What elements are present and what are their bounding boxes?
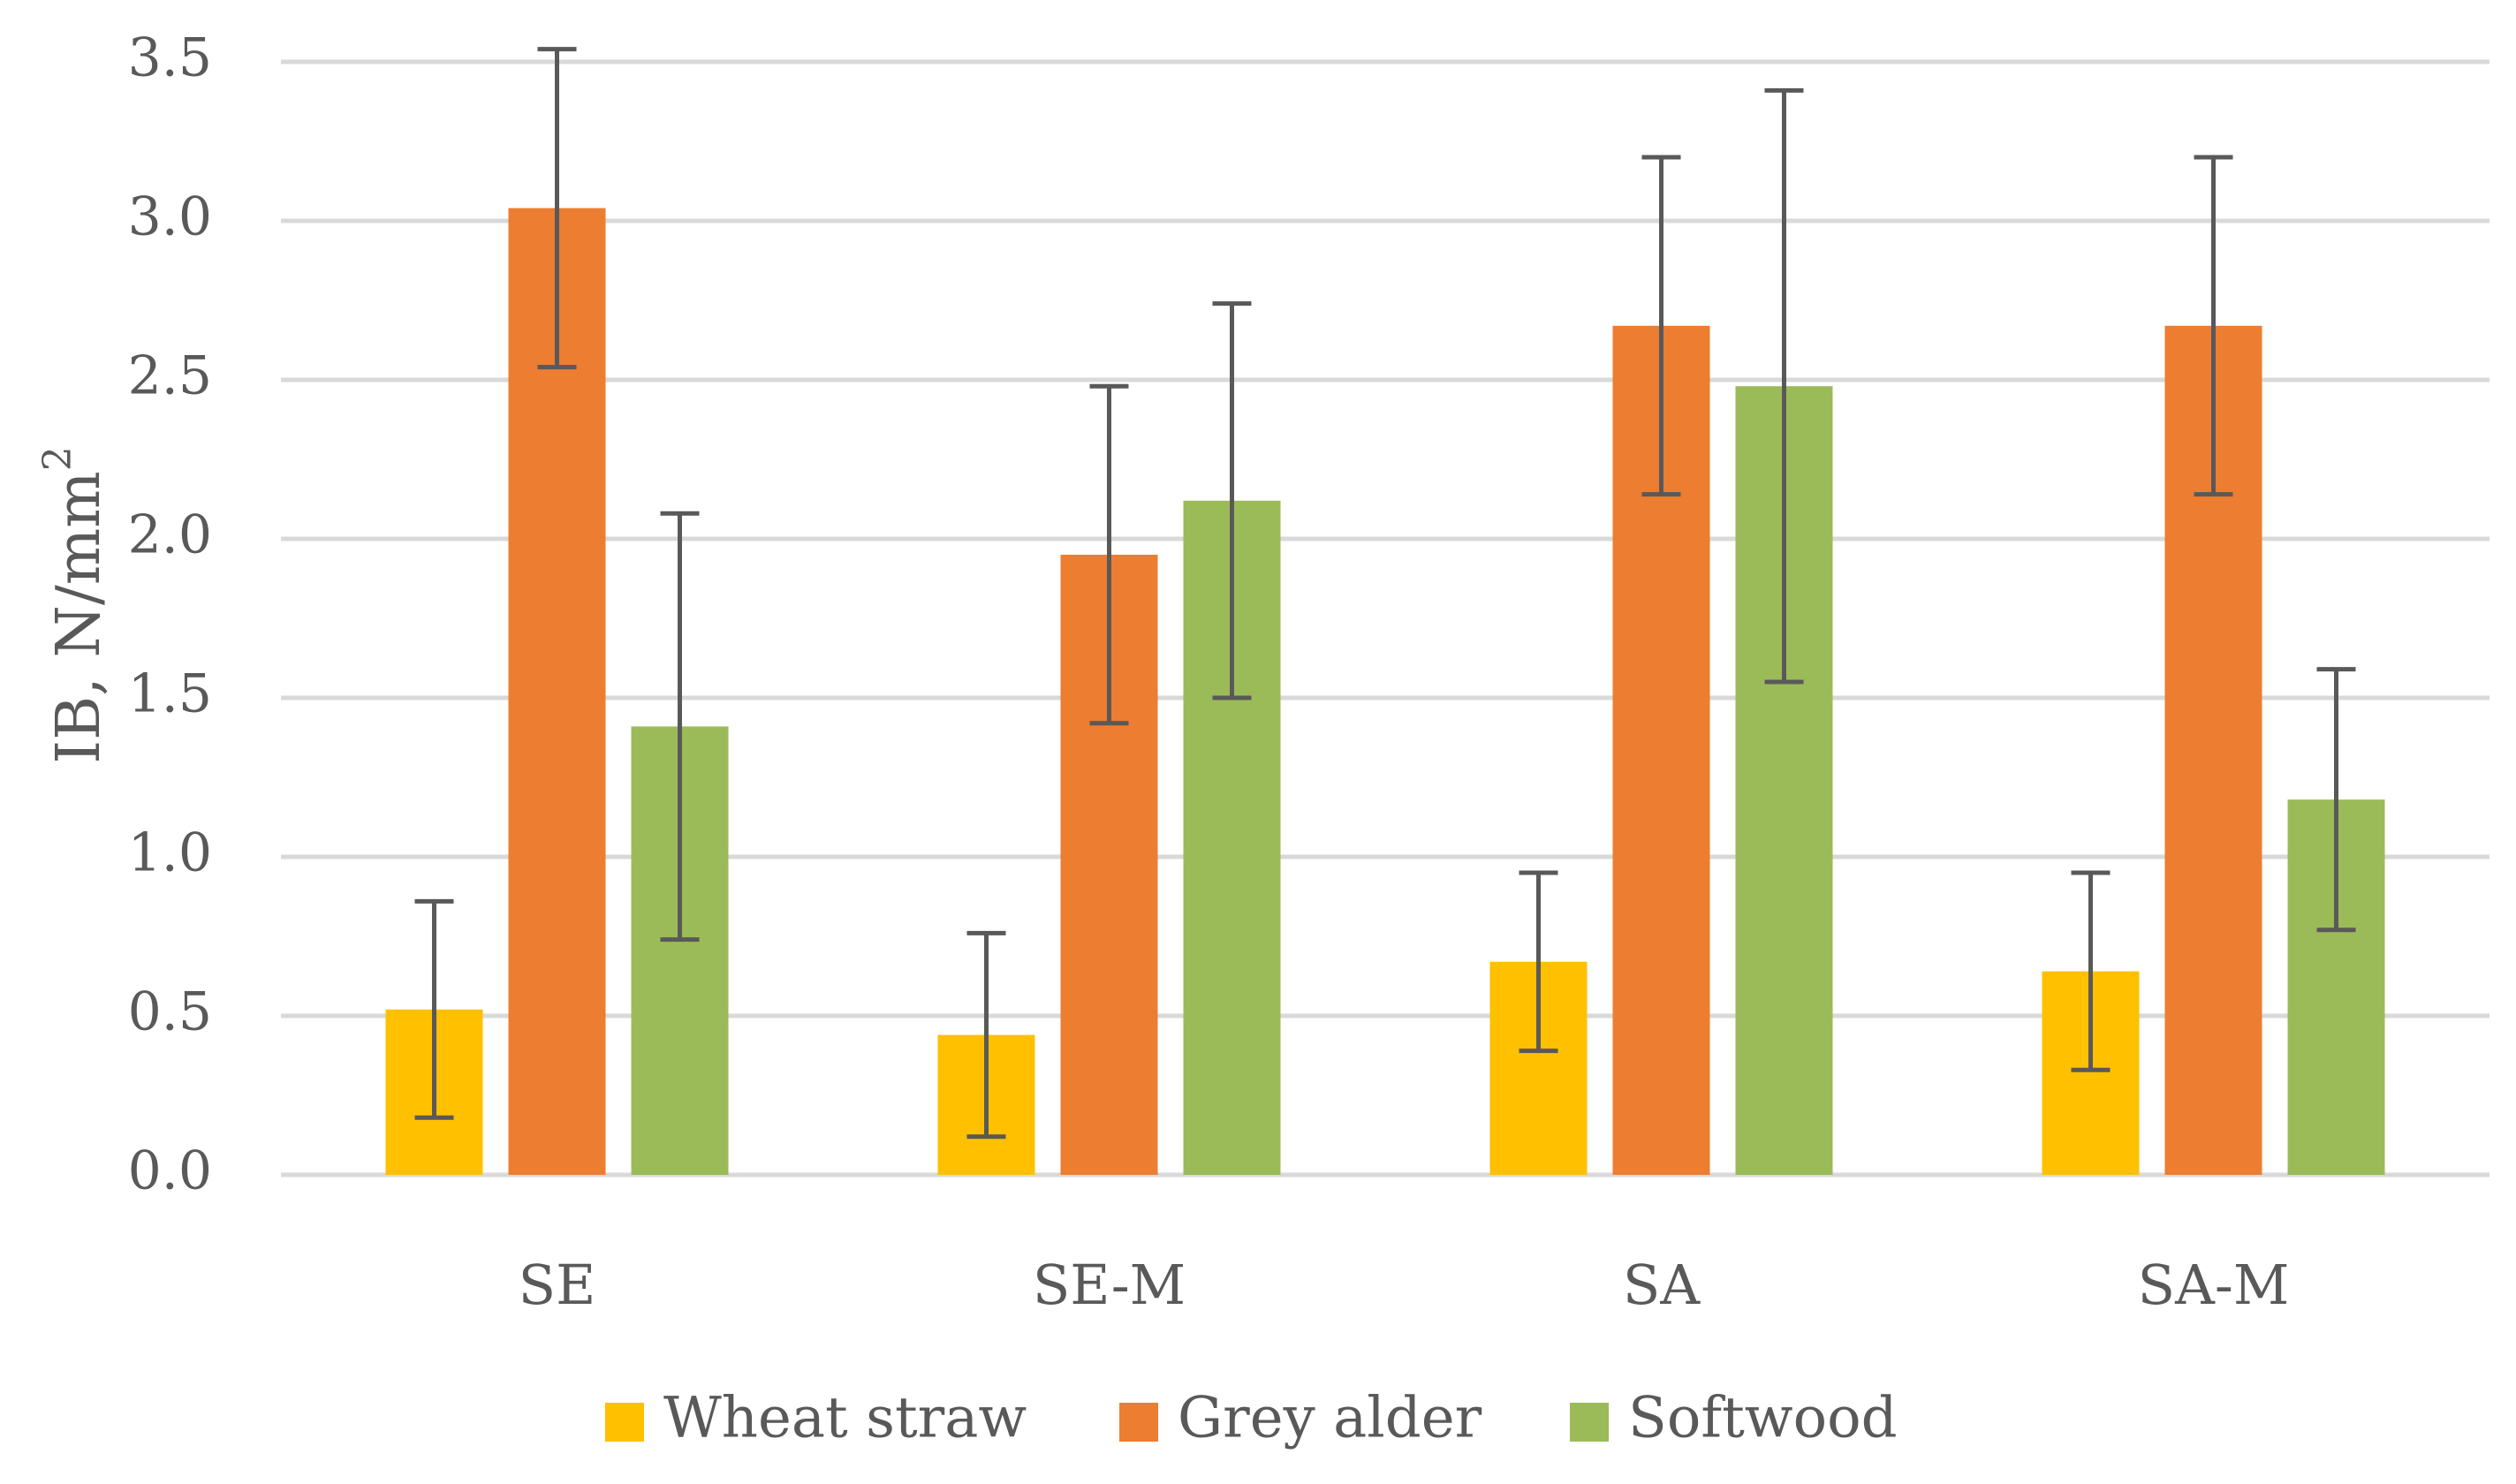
error-bar (2071, 870, 2111, 1072)
legend-swatch (1570, 1403, 1609, 1442)
y-axis-title: IB, N/mm2 (35, 446, 114, 763)
y-tick-label: 1.5 (128, 663, 212, 725)
gridlines (281, 59, 2489, 1177)
x-category-label: SA-M (2138, 1253, 2290, 1317)
x-axis-categories: SE SE-M SA SA-M (519, 1253, 2290, 1317)
error-bar (1212, 301, 1252, 700)
error-bar (660, 511, 700, 943)
legend-item: Wheat straw (605, 1386, 1027, 1451)
legend-swatch (1119, 1403, 1158, 1442)
svg-text:IB, N/mm2: IB, N/mm2 (35, 446, 114, 763)
bars (385, 208, 2385, 1176)
y-tick-label: 3.5 (128, 27, 212, 89)
y-axis-ticks: 0.0 0.5 1.0 1.5 2.0 2.5 3.0 3.5 (128, 27, 212, 1202)
error-bar (2194, 155, 2233, 497)
legend-label: Softwood (1628, 1386, 1898, 1451)
error-bar (414, 898, 454, 1120)
x-category-label: SE-M (1033, 1253, 1186, 1317)
legend-item: Softwood (1570, 1386, 1898, 1451)
legend-swatch (605, 1403, 644, 1442)
y-tick-label: 3.0 (128, 186, 212, 248)
error-bar (1764, 87, 1804, 685)
error-bar (1089, 383, 1129, 726)
legend-label: Grey alder (1178, 1386, 1482, 1451)
error-bar (1641, 155, 1681, 497)
y-axis-title-superscript: 2 (35, 446, 80, 471)
error-bar (1519, 870, 1558, 1054)
y-tick-label: 1.0 (128, 822, 212, 884)
y-tick-label: 2.0 (128, 504, 212, 566)
error-bar (537, 47, 577, 370)
legend-item: Grey alder (1119, 1386, 1482, 1451)
legend-label: Wheat straw (663, 1386, 1027, 1451)
error-bar (2316, 667, 2356, 933)
y-tick-label: 0.5 (128, 981, 212, 1043)
error-bars (414, 47, 2356, 1140)
legend: Wheat straw Grey alder Softwood (605, 1386, 1898, 1451)
y-tick-label: 2.5 (128, 345, 212, 407)
error-bar (966, 930, 1006, 1140)
y-axis-title-main: IB, N/mm (44, 471, 114, 763)
x-category-label: SE (519, 1253, 596, 1317)
y-tick-label: 0.0 (128, 1140, 212, 1202)
x-category-label: SA (1623, 1253, 1701, 1317)
